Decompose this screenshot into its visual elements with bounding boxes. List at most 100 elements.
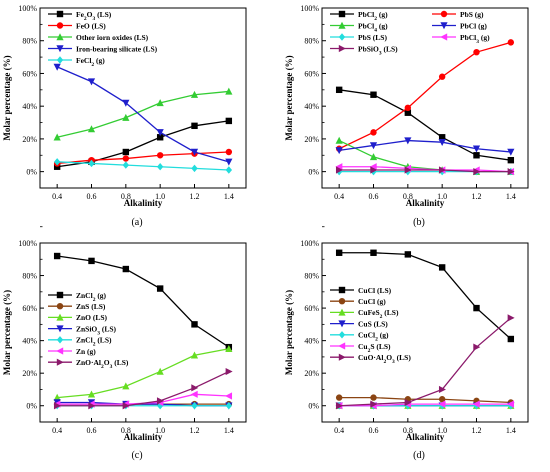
data-point bbox=[53, 402, 61, 410]
legend-entry: ZnO (LS) bbox=[76, 313, 108, 322]
x-tick-label: 0.4 bbox=[52, 192, 62, 201]
data-point bbox=[225, 367, 233, 376]
data-point bbox=[53, 133, 61, 141]
legend-swatch-marker bbox=[56, 10, 64, 18]
y-tick-label: 100% bbox=[300, 4, 319, 13]
legend-swatch-marker bbox=[338, 33, 346, 41]
x-tick-label: 0.4 bbox=[334, 426, 344, 435]
series-line bbox=[57, 151, 229, 165]
data-point bbox=[156, 134, 164, 141]
legend-swatch-marker bbox=[56, 33, 64, 41]
data-point bbox=[53, 252, 61, 260]
series-line bbox=[57, 370, 230, 407]
legend-entry: FeCl2 (g) bbox=[76, 56, 105, 68]
legend-entry: Iron-bearing silicate (LS) bbox=[76, 44, 158, 53]
y-tick-label: 20% bbox=[22, 369, 37, 378]
legend-swatch-marker bbox=[56, 45, 64, 53]
legend-entry: PbCl2 (g) bbox=[358, 10, 388, 22]
legend-swatch-marker bbox=[338, 298, 346, 305]
data-point bbox=[507, 335, 515, 343]
legend-swatch-marker bbox=[338, 353, 346, 361]
data-point bbox=[190, 351, 199, 359]
panel-label: (a) bbox=[131, 217, 142, 228]
data-point bbox=[335, 86, 343, 94]
x-tick-label: 1.4 bbox=[224, 426, 234, 435]
series-3 bbox=[53, 344, 233, 401]
legend: Fe2O3 (LS)FeO (LS) Other iorn oxides (LS)… bbox=[48, 10, 158, 68]
data-point bbox=[404, 166, 412, 174]
x-axis-label: Alkalinity bbox=[124, 198, 163, 208]
data-point bbox=[191, 122, 198, 130]
data-point bbox=[225, 166, 233, 174]
legend-entry: CuCl (LS) bbox=[358, 286, 392, 295]
x-tick-label: 0.8 bbox=[403, 192, 413, 201]
data-point bbox=[156, 367, 164, 375]
x-tick-label: 1.4 bbox=[224, 192, 234, 201]
data-point bbox=[473, 304, 480, 312]
data-point bbox=[370, 249, 377, 256]
x-tick-label: 0.8 bbox=[121, 426, 131, 435]
data-point bbox=[472, 400, 480, 408]
y-tick-label: 40% bbox=[22, 337, 37, 346]
chart-panel-4: 0% 20% 40% 60% 80% 100% 0.4 0.6 0.8 1.0 1.2 1.4 Alka… bbox=[284, 226, 529, 461]
data-point bbox=[225, 148, 233, 156]
legend-swatch-marker bbox=[56, 303, 64, 310]
data-point bbox=[472, 145, 481, 153]
legend-swatch-marker bbox=[338, 21, 346, 29]
data-point bbox=[507, 156, 515, 164]
series-5 bbox=[53, 158, 233, 174]
data-point bbox=[438, 264, 446, 271]
data-point bbox=[335, 249, 343, 256]
x-tick-label: 0.8 bbox=[121, 192, 131, 201]
series-1 bbox=[335, 249, 515, 343]
legend-entry: PbCl (g) bbox=[460, 21, 487, 30]
data-point bbox=[438, 166, 446, 174]
legend-entry: Cu2S (LS) bbox=[358, 342, 391, 354]
data-point bbox=[370, 394, 377, 401]
x-tick-label: 1.2 bbox=[472, 426, 482, 435]
series-4 bbox=[335, 137, 515, 156]
y-tick-label: 60% bbox=[22, 69, 37, 78]
legend-swatch-marker bbox=[440, 10, 448, 18]
series-line bbox=[57, 348, 229, 399]
y-tick-label: 80% bbox=[304, 37, 319, 46]
data-point bbox=[369, 163, 377, 171]
legend-entry: CuO·Al2O3 (LS) bbox=[358, 353, 411, 365]
legend-entry: PbCl4 (g) bbox=[358, 21, 388, 33]
y-axis-label: Molar percentage (%) bbox=[284, 55, 294, 140]
legend-swatch-marker bbox=[338, 44, 346, 53]
series-line bbox=[338, 41, 512, 150]
data-point bbox=[370, 129, 377, 136]
series-line bbox=[339, 317, 512, 407]
y-tick-label: 60% bbox=[22, 304, 37, 313]
data-point bbox=[122, 265, 130, 273]
data-point bbox=[473, 152, 480, 159]
legend-swatch-marker bbox=[338, 342, 346, 350]
y-tick-label: 100% bbox=[18, 4, 37, 13]
y-tick-label: 60% bbox=[304, 304, 319, 313]
data-point bbox=[335, 136, 343, 144]
chart-panel-3: 0% 20% 40% 60% 80% 100% 0.4 0.6 0.8 1.0 1.2 1.4 Alka… bbox=[2, 226, 247, 461]
series-1 bbox=[335, 86, 515, 164]
x-tick-label: 0.6 bbox=[369, 426, 379, 435]
data-point bbox=[156, 397, 164, 405]
y-tick-label: 100% bbox=[18, 239, 37, 248]
y-tick-label: 80% bbox=[22, 37, 37, 46]
data-point bbox=[190, 148, 199, 156]
data-point bbox=[438, 385, 446, 394]
legend-swatch-marker bbox=[56, 291, 64, 299]
y-tick-label: 80% bbox=[304, 272, 319, 281]
data-point bbox=[88, 159, 95, 168]
data-point bbox=[370, 400, 378, 408]
data-point bbox=[156, 99, 164, 107]
chart-panel-1: 0% 20% 40% 60% 80% 100% 0.4 0.6 0.8 1.0 1.2 1.4 Alka… bbox=[2, 4, 247, 228]
y-tick-label: 20% bbox=[22, 135, 37, 144]
legend-swatch-marker bbox=[56, 325, 64, 333]
legend-entry: Other iorn oxides (LS) bbox=[76, 33, 149, 42]
x-tick-label: 1.0 bbox=[155, 192, 165, 201]
y-tick-label: 40% bbox=[304, 102, 319, 111]
legend-entry: ZnCl2 (LS) bbox=[76, 336, 112, 348]
x-tick-label: 1.4 bbox=[506, 192, 516, 201]
legend-entry: CuCl (g) bbox=[358, 297, 386, 306]
data-point bbox=[473, 343, 481, 351]
